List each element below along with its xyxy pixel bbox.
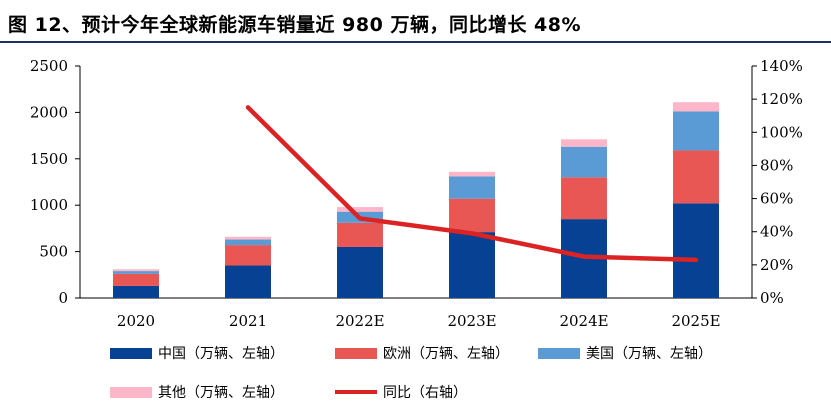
bar-china — [225, 265, 271, 298]
right-tick-label: 140% — [760, 57, 803, 75]
bar-other — [561, 139, 607, 147]
legend-item-usa: 美国（万辆、左轴） — [538, 343, 712, 363]
bar-europe — [337, 222, 383, 247]
legend-item-other: 其他（万辆、左轴） — [110, 382, 284, 402]
right-tick-label: 60% — [760, 190, 793, 208]
bar-usa — [225, 239, 271, 246]
legend-item-europe: 欧洲（万辆、左轴） — [335, 343, 509, 363]
right-tick-label: 120% — [760, 90, 803, 108]
bar-europe — [673, 150, 719, 204]
bar-china — [113, 285, 159, 298]
left-tick-label: 1000 — [30, 196, 68, 214]
legend-label-china: 中国（万辆、左轴） — [158, 346, 284, 362]
figure-title: 图 12、预计今年全球新能源车销量近 980 万辆，同比增长 48% — [8, 14, 582, 36]
legend-swatch-europe — [335, 347, 377, 359]
right-tick-label: 40% — [760, 223, 793, 241]
x-tick-label: 2021 — [229, 312, 267, 330]
legend-swatch-other — [110, 386, 152, 398]
bar-europe — [225, 245, 271, 266]
left-tick-label: 2500 — [30, 57, 68, 75]
left-tick-label: 0 — [58, 289, 68, 307]
x-tick-label: 2020 — [117, 312, 155, 330]
legend-swatch-china — [110, 347, 152, 359]
left-tick-label: 2000 — [30, 103, 68, 121]
bar-europe — [113, 273, 159, 286]
legend-label-yoy: 同比（右轴） — [383, 385, 467, 401]
legend-label-europe: 欧洲（万辆、左轴） — [383, 346, 509, 362]
legend-item-china: 中国（万辆、左轴） — [110, 343, 284, 363]
left-tick-label: 500 — [39, 243, 68, 261]
bar-other — [673, 102, 719, 112]
bar-other — [449, 171, 495, 177]
title-rule — [0, 41, 831, 43]
legend-label-usa: 美国（万辆、左轴） — [586, 346, 712, 362]
legend-item-yoy: 同比（右轴） — [335, 382, 467, 402]
bar-usa — [449, 176, 495, 199]
left-tick-label: 1500 — [30, 150, 68, 168]
x-tick-label: 2024E — [559, 312, 608, 330]
x-tick-label: 2025E — [671, 312, 720, 330]
yoy-line — [245, 105, 699, 263]
bar-china — [337, 246, 383, 298]
bar-usa — [561, 146, 607, 178]
bar-other — [113, 269, 159, 272]
legend-swatch-usa — [538, 347, 580, 359]
right-tick-label: 100% — [760, 123, 803, 141]
right-tick-label: 20% — [760, 256, 793, 274]
x-tick-label: 2022E — [335, 312, 384, 330]
bar-other — [225, 236, 271, 240]
bar-usa — [673, 111, 719, 151]
legend-label-other: 其他（万辆、左轴） — [158, 385, 284, 401]
legend-line-yoy — [335, 390, 377, 394]
x-tick-label: 2023E — [447, 312, 496, 330]
right-tick-label: 0% — [760, 289, 784, 307]
bar-china — [449, 232, 495, 298]
bar-other — [337, 207, 383, 212]
bar-usa — [113, 271, 159, 274]
bar-europe — [449, 198, 495, 233]
right-tick-label: 80% — [760, 156, 793, 174]
bar-europe — [561, 177, 607, 220]
bar-china — [673, 203, 719, 298]
